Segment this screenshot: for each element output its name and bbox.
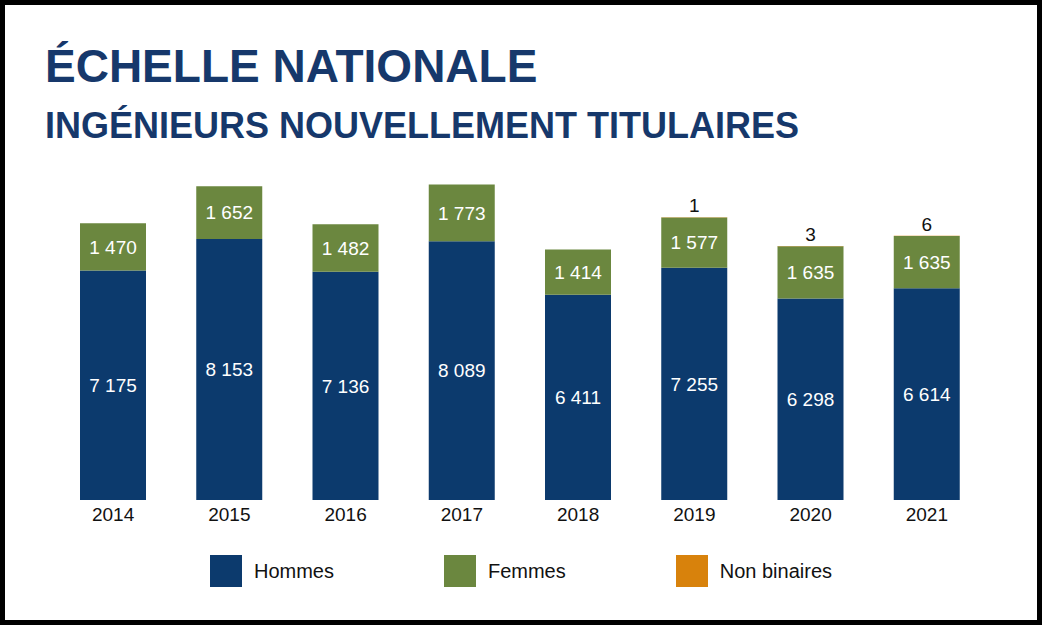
- svg-text:6 411: 6 411: [555, 387, 601, 408]
- svg-text:1 482: 1 482: [322, 238, 370, 259]
- svg-text:6 298: 6 298: [787, 389, 835, 410]
- svg-text:6 614: 6 614: [903, 384, 951, 405]
- svg-text:8 153: 8 153: [205, 359, 253, 380]
- svg-text:6: 6: [921, 214, 932, 235]
- svg-text:7 136: 7 136: [322, 376, 370, 397]
- svg-text:2016: 2016: [324, 504, 366, 525]
- html-text:INGÉNIEURS NOUVELLEMENT TITULA: INGÉNIEURS NOUVELLEMENT TITULAIRES: [45, 105, 799, 146]
- svg-text:1 773: 1 773: [438, 203, 486, 224]
- svg-text:2021: 2021: [906, 504, 948, 525]
- svg-text:2015: 2015: [208, 504, 250, 525]
- svg-text:2019: 2019: [673, 504, 715, 525]
- svg-text:8 089: 8 089: [438, 360, 486, 381]
- svg-text:2020: 2020: [789, 504, 831, 525]
- svg-text:1 635: 1 635: [787, 262, 835, 283]
- svg-text:2018: 2018: [557, 504, 599, 525]
- svg-text:2017: 2017: [441, 504, 483, 525]
- svg-text:1 635: 1 635: [903, 252, 951, 273]
- svg-text:3: 3: [805, 224, 816, 245]
- svg-text:1 577: 1 577: [670, 232, 718, 253]
- svg-text:1 414: 1 414: [554, 262, 602, 283]
- svg-text:1: 1: [689, 195, 700, 216]
- html-text:ÉCHELLE NATIONALE: ÉCHELLE NATIONALE: [45, 40, 538, 92]
- svg-text:7 255: 7 255: [670, 374, 718, 395]
- svg-text:1 470: 1 470: [89, 237, 137, 258]
- svg-text:7 175: 7 175: [89, 375, 137, 396]
- svg-text:1 652: 1 652: [205, 202, 253, 223]
- html-text:Non binaires: Non binaires: [719, 559, 832, 582]
- svg-text:2014: 2014: [92, 504, 135, 525]
- html-text:Femmes: Femmes: [488, 559, 566, 582]
- html-text:Hommes: Hommes: [253, 559, 334, 582]
